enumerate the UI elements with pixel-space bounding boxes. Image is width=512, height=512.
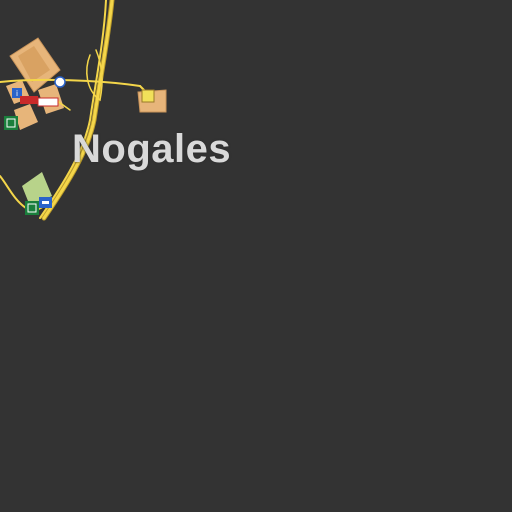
poi-layer: i — [4, 76, 155, 215]
interchange-ramp — [86, 49, 103, 102]
highway — [42, 0, 114, 220]
highway-lane — [39, 0, 107, 219]
road — [0, 78, 141, 87]
building — [18, 46, 50, 82]
restaurant-icon[interactable] — [4, 116, 18, 130]
roads — [0, 0, 149, 221]
shop-icon[interactable] — [20, 96, 38, 104]
info-icon[interactable]: i — [12, 88, 22, 98]
marker-icon[interactable] — [141, 89, 155, 103]
svg-text:i: i — [16, 89, 18, 98]
shop-icon[interactable] — [37, 97, 59, 107]
fuel-icon[interactable] — [54, 76, 66, 88]
hotel-icon[interactable] — [39, 197, 52, 208]
buildings — [6, 37, 167, 206]
restaurant-icon[interactable] — [25, 201, 39, 215]
building — [14, 104, 38, 130]
city-label: Nogales — [72, 127, 232, 171]
